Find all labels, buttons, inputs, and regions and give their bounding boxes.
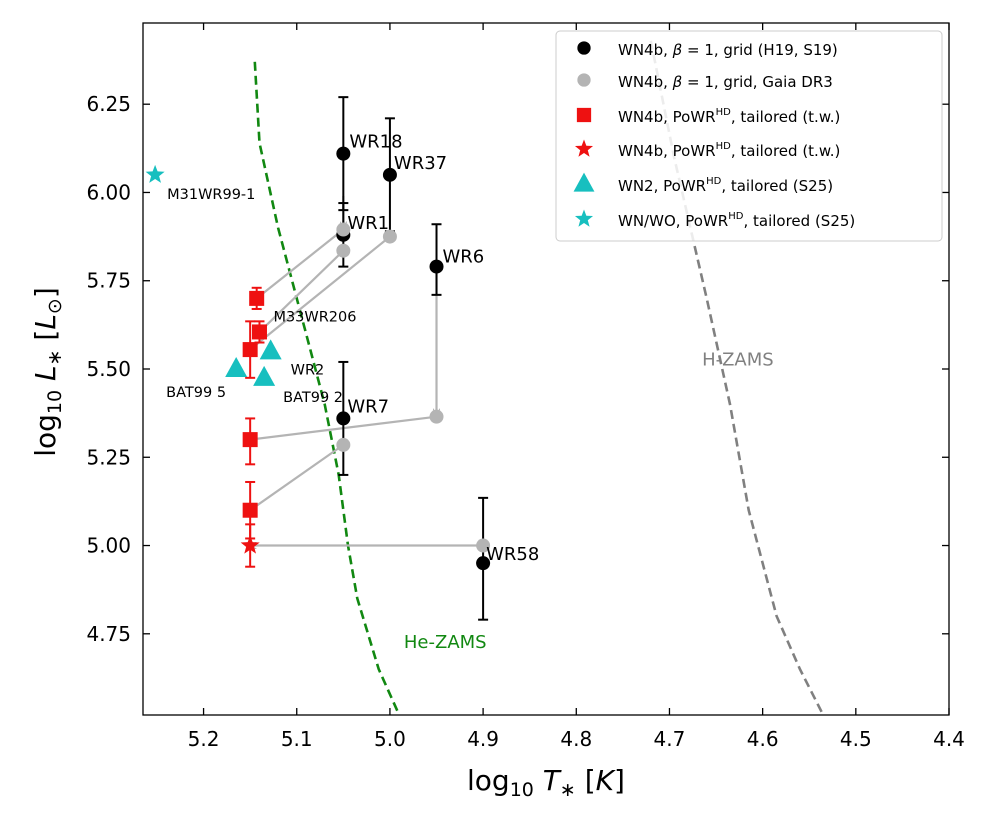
- data-points: [145, 146, 491, 571]
- x-tick-label: 5.0: [374, 727, 406, 751]
- legend-box: [555, 30, 943, 242]
- tailored-square-4-point: [242, 432, 258, 448]
- wr2-point: [259, 339, 282, 360]
- he-zams-line: [253, 61, 401, 715]
- y-tick-label: 4.75: [86, 622, 131, 646]
- legend-entry-4: WN4b, PoWRHD, tailored (t.w.): [618, 141, 840, 160]
- y-tick-label: 5.75: [86, 269, 131, 293]
- legend-marker-4: [574, 139, 594, 157]
- legend-marker-2: [577, 73, 591, 87]
- y-tick-label: 6.00: [86, 180, 131, 204]
- x-tick-label: 4.9: [467, 727, 499, 751]
- m31wr99-1-point: [145, 164, 165, 183]
- legend-entry-5: WN2, PoWRHD, tailored (S25): [618, 176, 833, 195]
- wr37-point: [382, 167, 397, 182]
- gaia-2-point: [382, 229, 397, 244]
- x-tick-label: 4.7: [654, 727, 686, 751]
- legend-marker-5: [573, 172, 595, 192]
- wr6-point: [429, 259, 444, 274]
- tailored-square-2-point: [251, 324, 267, 340]
- error-bars: [245, 96, 489, 621]
- legend-entry-1: WN4b, β = 1, grid (H19, S19): [618, 41, 838, 59]
- tailored-square-5-point: [242, 502, 258, 518]
- x-tick-label: 4.5: [840, 727, 872, 751]
- legend: WN4b, β = 1, grid (H19, S19) WN4b, β = 1…: [555, 30, 943, 242]
- legend-entry-3: WN4b, PoWRHD, tailored (t.w.): [618, 107, 840, 126]
- x-axis-title: log10 T∗ [K]: [467, 764, 625, 801]
- label-wr2: WR2: [291, 362, 325, 378]
- x-tick-label: 5.2: [188, 727, 220, 751]
- shift-arrow-5: [250, 444, 344, 510]
- tailored-star-1-point: [240, 535, 260, 554]
- x-tick-label: 4.6: [747, 727, 779, 751]
- annotation-he-zams: He-ZAMS: [404, 632, 487, 653]
- gaia-1-point: [336, 243, 351, 258]
- x-tick-label: 4.8: [560, 727, 592, 751]
- legend-marker-3: [576, 107, 592, 123]
- y-axis-title: log10 L∗ [L⊙]: [29, 287, 66, 457]
- wr18-point: [336, 146, 351, 161]
- gaia-3-point: [336, 222, 351, 237]
- label-wr7: WR7: [347, 396, 389, 417]
- bat99-2-point: [253, 365, 276, 386]
- gaia-6-point: [476, 538, 491, 553]
- label-m31wr99-1: M31WR99-1: [167, 187, 255, 203]
- annotation-m33wr206: M33WR206: [273, 309, 356, 325]
- y-tick-label: 6.25: [86, 92, 131, 116]
- legend-marker-6: [574, 209, 594, 227]
- gaia-4-point: [429, 409, 444, 424]
- legend-entry-2: WN4b, β = 1, grid, Gaia DR3: [618, 73, 833, 91]
- axis-ticks: 5.2 5.1 5.0 4.9 4.8 4.7 4.6 4.5 4.4 4.75 5.00 5.25 5…: [86, 23, 965, 751]
- y-tick-label: 5.50: [86, 357, 131, 381]
- legend-entry-6: WN/WO, PoWRHD, tailored (S25): [618, 211, 855, 230]
- label-wr18: WR18: [349, 132, 402, 153]
- shift-arrow-1: [257, 228, 345, 299]
- label-wr58: WR58: [486, 544, 539, 565]
- wr7-point: [336, 411, 351, 426]
- legend-marker-1: [577, 41, 591, 55]
- gaia-5-point: [336, 437, 351, 452]
- bat99-5-point: [225, 357, 248, 377]
- wr58-point: [476, 556, 491, 571]
- error-bar-grid-4: [431, 223, 442, 296]
- label-wr37: WR37: [394, 153, 447, 174]
- x-tick-label: 4.4: [933, 727, 965, 751]
- shift-arrow-3: [250, 235, 391, 350]
- tailored-square-3-point: [242, 342, 258, 358]
- label-wr6: WR6: [443, 247, 485, 268]
- y-tick-label: 5.00: [86, 534, 131, 558]
- label-wr1: WR1: [347, 213, 389, 234]
- legend-markers: [573, 41, 595, 227]
- x-tick-label: 5.1: [281, 727, 313, 751]
- label-bat99-2: BAT99 2: [283, 390, 343, 406]
- tailored-square-1-point: [249, 290, 265, 306]
- label-bat99-5: BAT99 5: [166, 385, 226, 401]
- shift-arrow-2: [259, 249, 345, 332]
- y-tick-label: 5.25: [86, 445, 131, 469]
- annotation-h-zams: H-ZAMS: [702, 349, 774, 370]
